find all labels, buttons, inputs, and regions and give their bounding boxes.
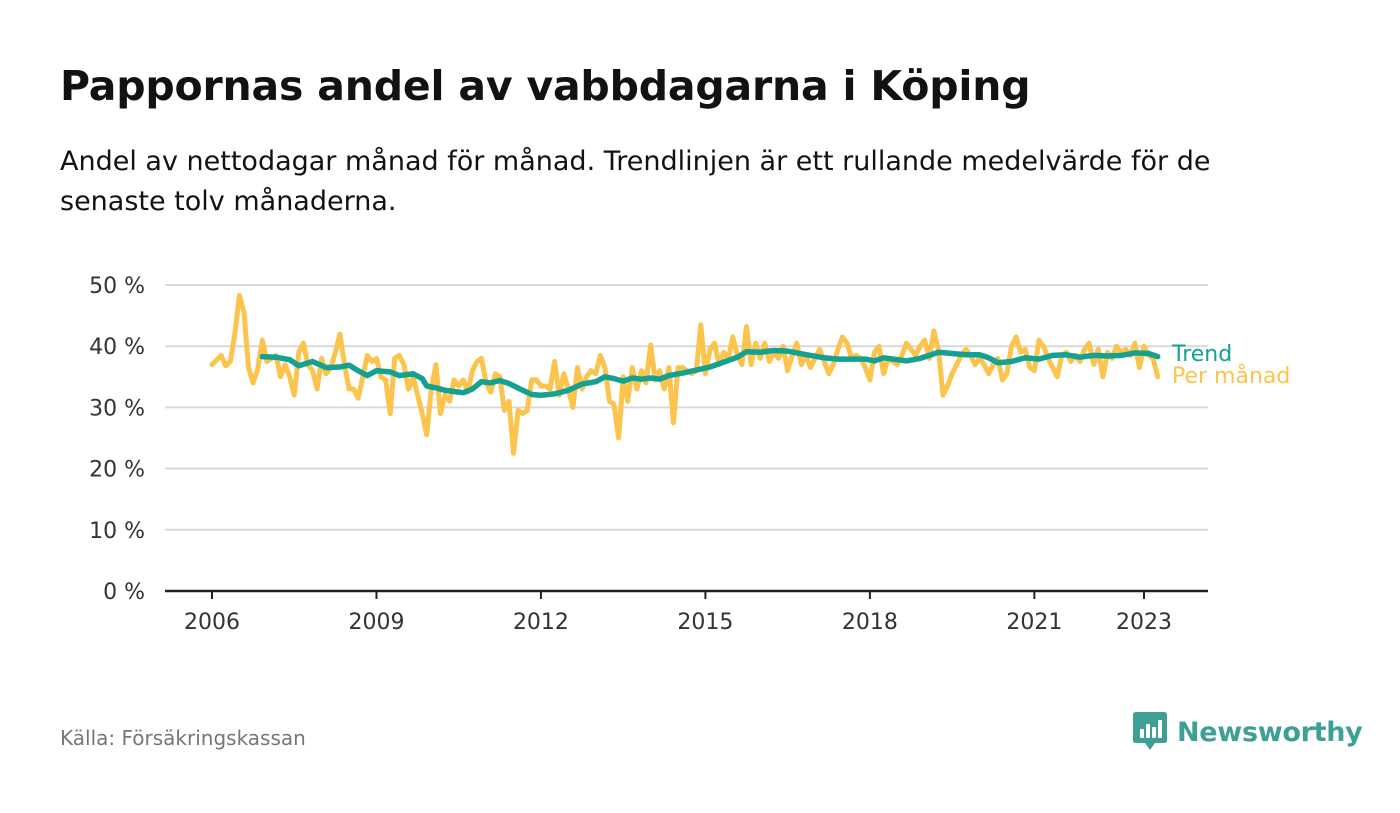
x-tick-label: 2018 bbox=[842, 610, 898, 635]
series-label-trend: Trend bbox=[1171, 342, 1232, 367]
series-lines bbox=[212, 295, 1158, 453]
x-tick-label: 2012 bbox=[513, 610, 569, 635]
newsworthy-logo-icon bbox=[1133, 712, 1167, 752]
y-tick-label: 0 % bbox=[103, 580, 145, 605]
x-tick-label: 2023 bbox=[1116, 610, 1172, 635]
y-axis-labels: 0 % 10 % 20 % 30 % 40 % 50 % bbox=[89, 274, 145, 605]
y-tick-label: 50 % bbox=[89, 274, 145, 299]
line-chart: 0 % 10 % 20 % 30 % 40 % 50 % 2006 2009 2012 2015… bbox=[0, 0, 1400, 813]
x-tick-label: 2021 bbox=[1006, 610, 1062, 635]
x-axis: 2006 2009 2012 2015 2018 2021 2023 bbox=[165, 591, 1208, 635]
source-note: Källa: Försäkringskassan bbox=[60, 726, 306, 750]
y-tick-label: 30 % bbox=[89, 396, 145, 421]
brand-name: Newsworthy bbox=[1177, 717, 1362, 748]
y-tick-label: 10 % bbox=[89, 519, 145, 544]
y-tick-label: 20 % bbox=[89, 458, 145, 483]
brand-logo[interactable]: Newsworthy bbox=[1133, 712, 1362, 752]
x-tick-label: 2015 bbox=[677, 610, 733, 635]
grid-lines bbox=[165, 285, 1208, 530]
x-tick-label: 2009 bbox=[348, 610, 404, 635]
y-tick-label: 40 % bbox=[89, 335, 145, 360]
x-tick-label: 2006 bbox=[184, 610, 240, 635]
